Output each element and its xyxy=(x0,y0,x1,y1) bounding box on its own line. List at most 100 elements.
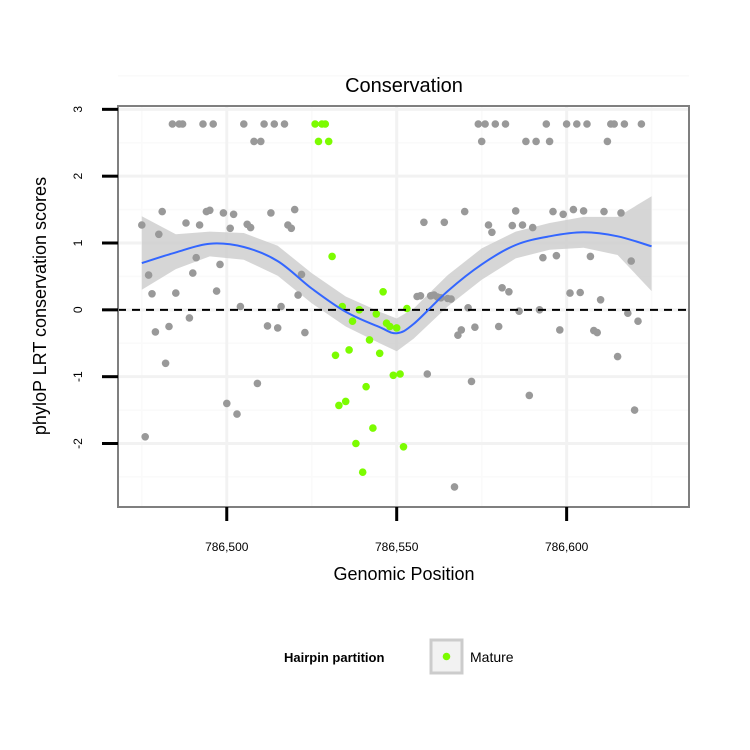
point-mature-5 xyxy=(328,252,336,261)
point-other-110 xyxy=(620,120,629,128)
point-mature-18 xyxy=(372,310,381,318)
point-other-59 xyxy=(447,295,455,303)
point-other-41 xyxy=(277,302,285,311)
point-other-67 xyxy=(474,120,483,128)
point-other-4 xyxy=(151,328,160,336)
point-other-77 xyxy=(508,221,517,230)
point-other-40 xyxy=(273,324,282,332)
point-other-52 xyxy=(423,370,432,378)
point-other-18 xyxy=(199,120,207,128)
point-other-36 xyxy=(260,120,268,128)
point-other-79 xyxy=(515,307,523,316)
point-mature-23 xyxy=(389,371,398,380)
point-other-65 xyxy=(467,377,476,386)
point-other-97 xyxy=(576,288,584,297)
point-other-114 xyxy=(634,317,642,326)
y-tick-label-4: 2 xyxy=(71,173,85,180)
point-other-10 xyxy=(172,289,180,297)
point-other-8 xyxy=(165,322,173,331)
point-other-71 xyxy=(488,228,496,237)
smooth-trend-line xyxy=(141,231,652,335)
point-other-29 xyxy=(236,302,245,311)
point-other-32 xyxy=(246,223,255,232)
point-other-45 xyxy=(290,205,299,214)
point-other-99 xyxy=(583,120,591,128)
point-other-80 xyxy=(518,221,527,229)
point-other-73 xyxy=(494,322,503,331)
point-other-91 xyxy=(556,326,564,334)
confidence-ribbon xyxy=(141,196,652,352)
point-other-35 xyxy=(257,137,265,146)
point-other-5 xyxy=(155,230,163,239)
point-other-37 xyxy=(263,322,272,330)
point-other-30 xyxy=(240,120,248,128)
point-other-1 xyxy=(141,433,149,441)
chart-title: Conservation xyxy=(345,75,463,97)
x-axis-title: Genomic Position xyxy=(333,564,474,584)
point-other-33 xyxy=(250,137,258,146)
point-mature-6 xyxy=(331,351,340,360)
y-axis: -2 -1 0 1 2 3 xyxy=(71,106,118,449)
point-other-20 xyxy=(206,206,214,215)
y-tick-label-0: -2 xyxy=(71,438,85,449)
point-other-46 xyxy=(294,291,302,299)
point-mature-11 xyxy=(348,317,357,326)
point-other-6 xyxy=(158,207,166,216)
point-mature-17 xyxy=(369,424,377,432)
point-other-51 xyxy=(420,218,428,227)
point-other-88 xyxy=(545,137,554,146)
point-other-66 xyxy=(471,323,479,332)
point-mature-26 xyxy=(399,443,408,451)
point-other-76 xyxy=(505,288,513,296)
point-other-111 xyxy=(624,309,632,318)
point-other-68 xyxy=(477,137,486,146)
point-other-74 xyxy=(498,284,506,292)
point-mature-7 xyxy=(335,401,343,410)
panel-border xyxy=(117,105,690,508)
plot-panel xyxy=(117,75,690,508)
point-mature-12 xyxy=(352,439,360,448)
point-other-23 xyxy=(216,260,224,269)
point-mature-14 xyxy=(358,468,367,477)
point-other-94 xyxy=(566,289,574,297)
point-other-16 xyxy=(192,253,200,262)
x-tick-label-2: 786,600 xyxy=(545,540,589,554)
point-other-60 xyxy=(450,483,459,491)
point-other-113 xyxy=(630,406,639,414)
point-mature-16 xyxy=(365,336,374,344)
point-other-105 xyxy=(603,137,612,146)
point-other-17 xyxy=(195,221,204,229)
point-other-84 xyxy=(532,137,540,146)
point-mature-24 xyxy=(392,324,401,332)
point-other-107 xyxy=(610,120,618,128)
point-mature-3 xyxy=(321,120,330,128)
point-other-26 xyxy=(226,224,234,233)
point-other-75 xyxy=(501,120,510,128)
point-other-47 xyxy=(297,270,306,279)
point-other-62 xyxy=(457,326,466,334)
point-other-50 xyxy=(416,292,425,300)
point-mature-15 xyxy=(362,382,370,391)
point-other-93 xyxy=(562,120,571,128)
point-mature-19 xyxy=(375,349,384,358)
point-other-13 xyxy=(182,219,190,227)
point-other-86 xyxy=(539,253,547,262)
point-other-21 xyxy=(209,120,217,128)
point-other-24 xyxy=(219,209,228,217)
point-other-109 xyxy=(617,209,625,217)
point-other-28 xyxy=(233,410,241,418)
legend-title: Hairpin partition xyxy=(284,650,384,665)
point-other-96 xyxy=(573,120,581,128)
point-mature-9 xyxy=(341,397,350,406)
y-tick-label-3: 1 xyxy=(71,239,85,246)
point-other-57 xyxy=(440,218,449,227)
y-tick-label-5: 3 xyxy=(71,106,85,113)
point-mature-22 xyxy=(386,322,394,331)
point-other-92 xyxy=(559,210,567,219)
point-other-2 xyxy=(144,271,153,279)
point-other-108 xyxy=(613,352,622,361)
point-other-104 xyxy=(600,207,608,216)
point-other-83 xyxy=(528,223,537,232)
point-other-34 xyxy=(253,379,262,388)
points xyxy=(138,120,646,491)
